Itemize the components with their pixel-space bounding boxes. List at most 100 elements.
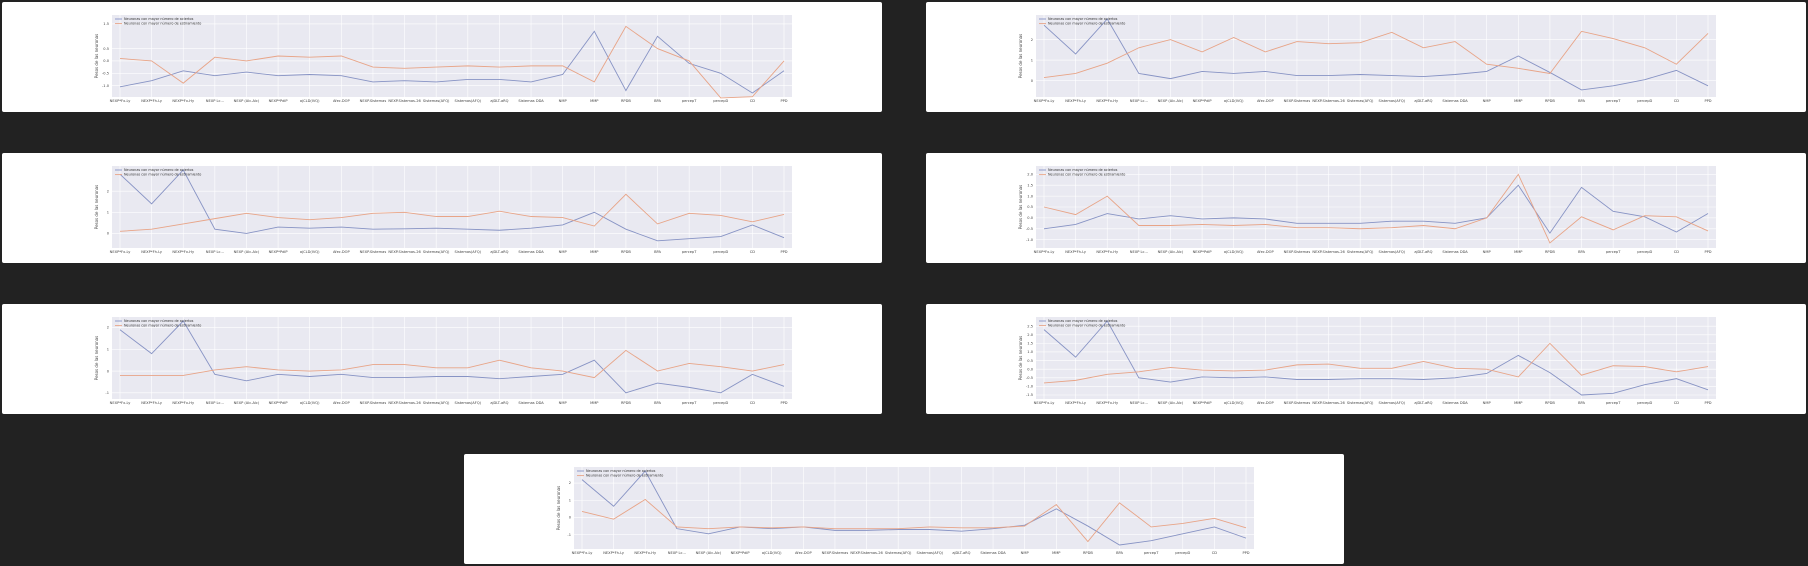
x-tick-label: ajDLT-aRQ: [490, 401, 508, 405]
plot-area: [574, 467, 1254, 549]
x-tick-label: CD: [1212, 551, 1218, 555]
x-tick-label: ajCLD(IVQ): [300, 99, 320, 103]
x-tick-label: Sistemas(AFQ): [455, 99, 482, 103]
x-tick-label: Sistemas DDA: [518, 99, 544, 103]
legend-label: Neuronas con mayor número de estiramient…: [1048, 324, 1125, 328]
x-tick-label: Afec.DOP: [1257, 401, 1275, 405]
x-tick-label: MMP: [1052, 551, 1061, 555]
x-tick-label: NEXP*Fh-Ly: [603, 551, 625, 555]
x-tick-label: ajCLD(IVQ): [1224, 99, 1244, 103]
x-tick-label: NEXP Lc...: [206, 401, 224, 405]
y-tick-label: -1: [567, 533, 571, 537]
legend-label: Neuronas con mayor número de estiramient…: [1048, 22, 1125, 26]
x-tick-label: PPD: [1242, 551, 1249, 555]
x-tick-label: Sistemas(AFQ): [423, 99, 450, 103]
x-tick-label: ajCLD(IVQ): [300, 250, 320, 254]
x-tick-label: RPDB: [1083, 551, 1093, 555]
x-tick-label: NEXP*PdiP: [269, 99, 289, 103]
x-tick-label: NEXP*Fx-Hy: [172, 99, 195, 103]
y-tick-label: 0: [107, 232, 110, 236]
series-line-estiramiento: [120, 349, 785, 379]
x-tick-label: MMP: [1514, 99, 1523, 103]
x-tick-label: NEXP.Sistemas: [1284, 250, 1311, 254]
x-tick-label: NEXP.Sistemas: [360, 250, 387, 254]
x-tick-label: NEXP Lc...: [668, 551, 686, 555]
x-tick-label: NMP: [1021, 551, 1030, 555]
x-tick-label: NEXP.Sistemas-26: [1312, 99, 1345, 103]
x-tick-label: percepD: [1637, 250, 1652, 254]
line-chart: NEXP*Fx-Ly NEXP*Fh-Ly NEXP*Fx-Hy NEXP Lc...…: [94, 317, 792, 405]
x-tick-label: NEXP Lc...: [1130, 401, 1148, 405]
y-tick-label: 2: [569, 481, 571, 485]
x-tick-label: PPD: [780, 99, 787, 103]
x-tick-label: RPDB: [621, 99, 631, 103]
y-tick-label: 2.0: [1027, 173, 1033, 177]
y-axis-label: Pesos de las neuronas: [94, 34, 99, 78]
x-tick-label: CD: [1674, 99, 1680, 103]
y-tick-label: 1.5: [103, 22, 109, 26]
x-tick-label: RPDB: [621, 250, 631, 254]
x-tick-label: BPA: [1578, 99, 1585, 103]
x-tick-label: NEXP*Fh-Ly: [1065, 99, 1087, 103]
x-tick-label: NEXP*Fx-Hy: [1096, 99, 1119, 103]
x-tick-label: NEXP*Fx-Ly: [110, 401, 132, 405]
y-tick-label: 2: [107, 326, 109, 330]
x-tick-label: NEXP (Alc-Alc): [234, 99, 260, 103]
x-tick-label: NEXP*Fh-Ly: [1065, 401, 1087, 405]
x-tick-label: percepD: [713, 401, 728, 405]
x-tick-label: NEXP.Sistemas: [1284, 401, 1311, 405]
x-tick-label: MMP: [590, 250, 599, 254]
legend-label: Neuronas con mayor número de aciertos: [1048, 168, 1118, 172]
y-tick-label: 2: [1031, 38, 1033, 42]
series-line-aciertos: [581, 470, 1247, 546]
series-line-aciertos: [1043, 18, 1709, 91]
y-tick-label: 0.0: [1027, 216, 1033, 220]
x-tick-label: BPA: [1578, 401, 1585, 405]
series-line-aciertos: [119, 320, 785, 394]
y-tick-label: -1.0: [1026, 385, 1034, 389]
x-tick-label: ajDLT-aRQ: [1414, 99, 1432, 103]
x-tick-label: Sistemas(AFQ): [917, 551, 944, 555]
series-line-aciertos: [1043, 184, 1709, 234]
plot-area: [112, 317, 792, 399]
line-chart: NEXP*Fx-Ly NEXP*Fh-Ly NEXP*Fx-Hy NEXP Lc...…: [1018, 15, 1716, 103]
line-chart: NEXP*Fx-Ly NEXP*Fh-Ly NEXP*Fx-Hy NEXP Lc...…: [94, 15, 792, 103]
y-tick-label: 0.0: [1027, 367, 1033, 371]
series-line-estiramiento: [1043, 342, 1709, 384]
x-tick-label: NEXP*PdiP: [1193, 401, 1213, 405]
x-tick-label: ajCLD(IVQ): [762, 551, 782, 555]
x-tick-label: percepT: [682, 250, 697, 254]
x-tick-label: NEXP*PdiP: [1193, 250, 1213, 254]
x-tick-label: NEXP*Fx-Ly: [1034, 401, 1056, 405]
x-tick-label: NEXP.Sistemas-26: [388, 99, 421, 103]
series-line-aciertos: [1043, 320, 1709, 396]
y-tick-label: 1: [107, 347, 109, 351]
legend-label: Neuronas con mayor número de aciertos: [1048, 319, 1118, 323]
x-tick-label: ajDLT-aRQ: [490, 250, 508, 254]
chart-panel: NEXP*Fx-Ly NEXP*Fh-Ly NEXP*Fx-Hy NEXP Lc...…: [926, 304, 1806, 414]
x-tick-label: NEXP*Fx-Ly: [572, 551, 594, 555]
x-tick-label: Sistemas DDA: [1442, 250, 1468, 254]
plot-area: [112, 166, 792, 248]
x-tick-label: NMP: [559, 401, 568, 405]
x-tick-label: Sistemas(AFQ): [1379, 99, 1406, 103]
plot-area: [1036, 15, 1716, 97]
x-tick-label: NEXP.Sistemas: [1284, 99, 1311, 103]
x-tick-label: NEXP (Alc-Alc): [1158, 250, 1184, 254]
line-chart: NEXP*Fx-Ly NEXP*Fh-Ly NEXP*Fx-Hy NEXP Lc...…: [1018, 317, 1716, 405]
x-tick-label: NEXP (Alc-Alc): [234, 401, 260, 405]
x-tick-label: ajCLD(IVQ): [300, 401, 320, 405]
y-tick-label: 1: [107, 210, 109, 214]
x-tick-label: Afec.DOP: [333, 99, 351, 103]
y-tick-label: 2: [107, 189, 109, 193]
y-tick-label: -1.0: [1026, 238, 1034, 242]
plot-area: [112, 15, 792, 97]
x-tick-label: PPD: [1704, 401, 1711, 405]
y-tick-label: 0.5: [1027, 205, 1033, 209]
legend-label: Neuronas con mayor número de estiramient…: [124, 324, 201, 328]
x-tick-label: CD: [750, 250, 756, 254]
x-tick-label: NEXP*PdiP: [731, 551, 751, 555]
x-tick-label: MMP: [1514, 401, 1523, 405]
x-tick-label: BPA: [654, 250, 661, 254]
line-chart: NEXP*Fx-Ly NEXP*Fh-Ly NEXP*Fx-Hy NEXP Lc...…: [1018, 166, 1716, 254]
